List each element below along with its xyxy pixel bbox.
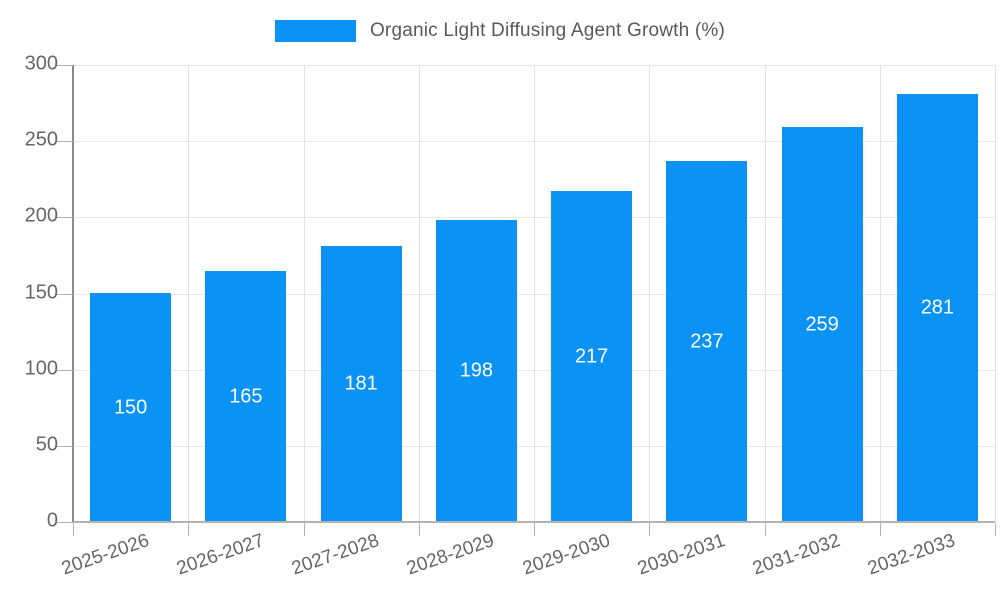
x-tick-mark [649, 523, 650, 536]
x-tick-mark [73, 523, 74, 536]
bar-value-label: 198 [459, 359, 494, 382]
legend-swatch-icon [274, 20, 356, 42]
bar-value-label: 281 [920, 296, 955, 319]
y-tick-mark [57, 217, 73, 219]
legend-label: Organic Light Diffusing Agent Growth (%) [369, 20, 726, 41]
x-tick-mark [880, 523, 881, 536]
y-tick-mark [57, 445, 73, 447]
bar-value-label: 150 [113, 396, 148, 418]
legend-item[interactable]: Organic Light Diffusing Agent Growth (%) [274, 20, 726, 42]
plot-area: 150 165 181 198 217 237 259 281 [73, 65, 996, 522]
bar-2031-2032[interactable] [782, 127, 863, 522]
bar-2025-2026[interactable] [90, 293, 171, 522]
bar-2029-2030[interactable] [551, 191, 632, 522]
bar-value-label: 181 [344, 372, 378, 395]
y-tick-mark [57, 141, 73, 143]
y-tick-label: 50 [35, 433, 58, 456]
x-gridline [419, 65, 420, 522]
x-gridline [880, 65, 881, 522]
legend: Organic Light Diffusing Agent Growth (%) [0, 20, 1000, 42]
y-tick-mark [57, 293, 73, 295]
y-tick-mark [57, 65, 73, 66]
x-tick-mark [765, 523, 766, 536]
bar-value-label: 217 [574, 345, 609, 367]
y-tick-label: 200 [24, 204, 58, 227]
y-tick-mark [57, 369, 73, 371]
x-gridline [188, 65, 189, 522]
bar-2030-2031[interactable] [666, 161, 747, 522]
bar-value-label: 237 [690, 330, 724, 352]
x-axis-line [73, 521, 995, 523]
bar-2028-2029[interactable] [436, 220, 517, 522]
bar-2032-2033[interactable] [897, 94, 978, 522]
x-tick-mark [419, 523, 420, 536]
y-tick-label: 250 [24, 128, 58, 151]
bar-value-label: 165 [229, 385, 263, 407]
bar-value-label: 259 [805, 313, 839, 335]
y-tick-mark [57, 522, 73, 523]
y-axis-line [72, 65, 74, 522]
x-tick-mark [188, 523, 189, 536]
x-gridline [995, 65, 996, 522]
bar-2027-2028[interactable] [321, 246, 402, 522]
y-tick-label: 100 [24, 357, 58, 380]
x-tick-mark [534, 523, 535, 536]
x-tick-mark [995, 523, 996, 536]
y-tick-label: 300 [24, 52, 58, 75]
x-gridline [304, 65, 305, 522]
x-gridline [649, 65, 650, 522]
x-gridline [534, 65, 535, 522]
y-tick-label: 0 [46, 509, 58, 532]
y-tick-label: 150 [24, 281, 58, 304]
bar-2026-2027[interactable] [205, 271, 286, 522]
x-gridline [765, 65, 766, 522]
x-tick-mark [304, 523, 305, 536]
